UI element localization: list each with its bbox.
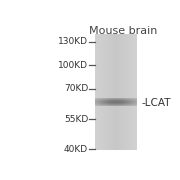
FancyBboxPatch shape [136,34,137,150]
FancyBboxPatch shape [96,34,97,150]
FancyBboxPatch shape [113,34,114,150]
FancyBboxPatch shape [119,34,120,150]
FancyBboxPatch shape [123,34,124,150]
FancyBboxPatch shape [132,34,133,150]
FancyBboxPatch shape [99,34,100,150]
FancyBboxPatch shape [100,34,101,150]
FancyBboxPatch shape [120,34,121,150]
FancyBboxPatch shape [131,34,132,150]
FancyBboxPatch shape [104,34,105,150]
FancyBboxPatch shape [103,34,104,150]
Text: -LCAT: -LCAT [141,98,171,108]
FancyBboxPatch shape [101,34,102,150]
FancyBboxPatch shape [98,34,99,150]
FancyBboxPatch shape [126,34,127,150]
Text: Mouse brain: Mouse brain [89,26,157,36]
FancyBboxPatch shape [109,34,110,150]
FancyBboxPatch shape [115,34,116,150]
FancyBboxPatch shape [125,34,126,150]
FancyBboxPatch shape [106,34,107,150]
FancyBboxPatch shape [129,34,130,150]
FancyBboxPatch shape [108,34,109,150]
FancyBboxPatch shape [102,34,103,150]
FancyBboxPatch shape [117,34,118,150]
Text: 100KD: 100KD [58,61,88,70]
FancyBboxPatch shape [128,34,129,150]
FancyBboxPatch shape [130,34,131,150]
FancyBboxPatch shape [122,34,123,150]
FancyBboxPatch shape [111,34,112,150]
FancyBboxPatch shape [127,34,128,150]
FancyBboxPatch shape [116,34,117,150]
FancyBboxPatch shape [124,34,125,150]
FancyBboxPatch shape [121,34,122,150]
FancyBboxPatch shape [110,34,111,150]
FancyBboxPatch shape [114,34,115,150]
FancyBboxPatch shape [107,34,108,150]
FancyBboxPatch shape [112,34,113,150]
FancyBboxPatch shape [95,34,96,150]
Text: 40KD: 40KD [64,145,88,154]
FancyBboxPatch shape [97,34,98,150]
FancyBboxPatch shape [135,34,136,150]
Text: 55KD: 55KD [64,115,88,124]
FancyBboxPatch shape [105,34,106,150]
Text: 130KD: 130KD [58,37,88,46]
Text: 70KD: 70KD [64,84,88,93]
FancyBboxPatch shape [118,34,119,150]
FancyBboxPatch shape [133,34,134,150]
FancyBboxPatch shape [134,34,135,150]
